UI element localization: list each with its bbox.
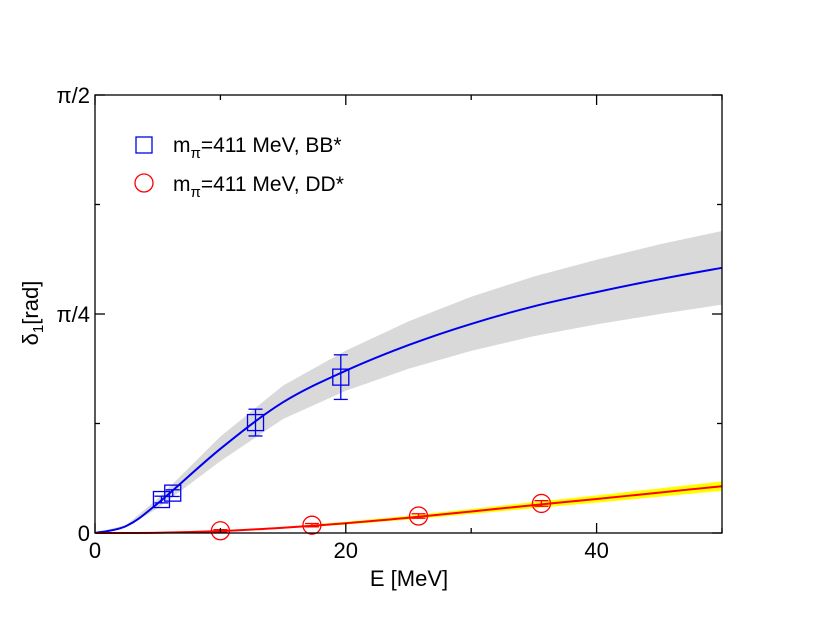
y-axis-title: δ1[rad] — [18, 281, 47, 346]
legend-marker-bb-square — [135, 136, 153, 154]
error-bands — [95, 231, 722, 533]
legend-label-bb-prefix: m — [173, 134, 191, 157]
error-band-bbstar — [95, 231, 722, 533]
x-axis-title: E [MeV] — [370, 566, 448, 591]
data-point-bbstar — [332, 368, 350, 386]
legend: mπ=411 MeV, BB* mπ=411 MeV, DD* — [134, 134, 344, 201]
data-point-bbstar — [152, 490, 171, 509]
legend-label-dd: mπ=411 MeV, DD* — [173, 173, 344, 201]
data-point-ddstar — [531, 493, 552, 514]
error-band-ddstar — [95, 481, 722, 533]
y-axis-title-symbol: δ — [18, 333, 43, 345]
y-tick-label: 0 — [78, 521, 90, 546]
axis-ticks: 0 20 40 0 π/4 π/2 — [56, 83, 723, 563]
legend-marker-dd-circle — [134, 173, 154, 193]
x-tick-label: 40 — [584, 538, 608, 563]
x-tick-label: 0 — [89, 538, 101, 563]
legend-label-bb-suffix: =411 MeV, BB* — [201, 134, 342, 157]
y-axis-title-unit: [rad] — [18, 281, 43, 325]
legend-label-bb-subscript: π — [191, 145, 201, 162]
y-tick-label: π/4 — [56, 302, 90, 327]
data-points — [152, 354, 552, 541]
data-point-ddstar — [302, 515, 322, 535]
legend-label-bb: mπ=411 MeV, BB* — [173, 134, 342, 162]
legend-label-dd-suffix: =411 MeV, DD* — [201, 173, 344, 196]
fit-curve-ddstar — [94, 485, 723, 534]
legend-label-dd-prefix: m — [173, 173, 191, 196]
y-axis-title-subscript: 1 — [30, 325, 47, 333]
data-point-ddstar — [210, 521, 231, 541]
data-point-bbstar — [246, 413, 265, 432]
data-point-bbstar — [164, 484, 182, 502]
legend-label-dd-subscript: π — [191, 184, 201, 201]
x-tick-label: 20 — [334, 538, 358, 563]
data-point-ddstar — [408, 506, 429, 526]
y-tick-label: π/2 — [56, 83, 90, 108]
